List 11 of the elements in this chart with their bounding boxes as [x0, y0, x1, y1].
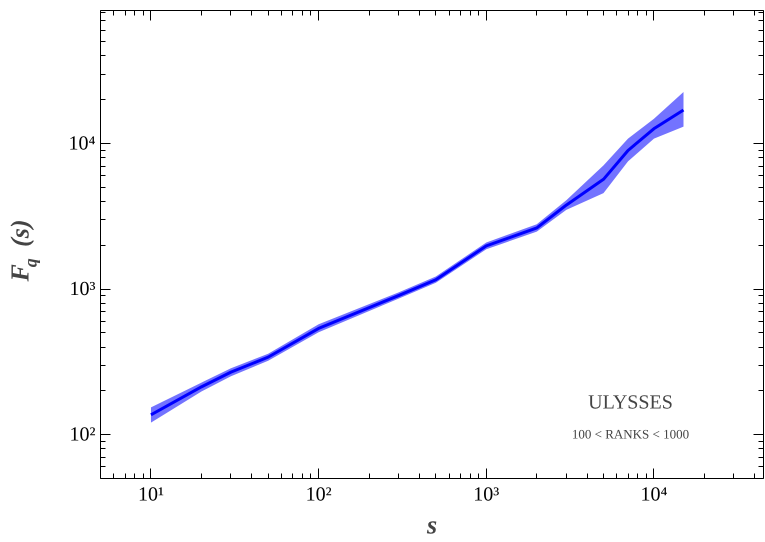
y-tick-label: 10³	[70, 278, 96, 300]
y-tick-label: 10⁴	[68, 132, 96, 155]
x-tick-label: 10²	[306, 484, 332, 506]
annotation: 100 < RANKS < 1000	[572, 426, 690, 442]
x-tick-label: 10⁴	[640, 484, 668, 506]
x-tick-label: 10³	[473, 484, 500, 506]
y-tick-label: 10²	[70, 424, 96, 446]
annotation: ULYSSES	[588, 392, 673, 414]
x-axis-title: s	[426, 510, 438, 540]
x-tick-label: 10¹	[138, 484, 164, 506]
y-axis-title: Fq (s)	[6, 219, 40, 282]
